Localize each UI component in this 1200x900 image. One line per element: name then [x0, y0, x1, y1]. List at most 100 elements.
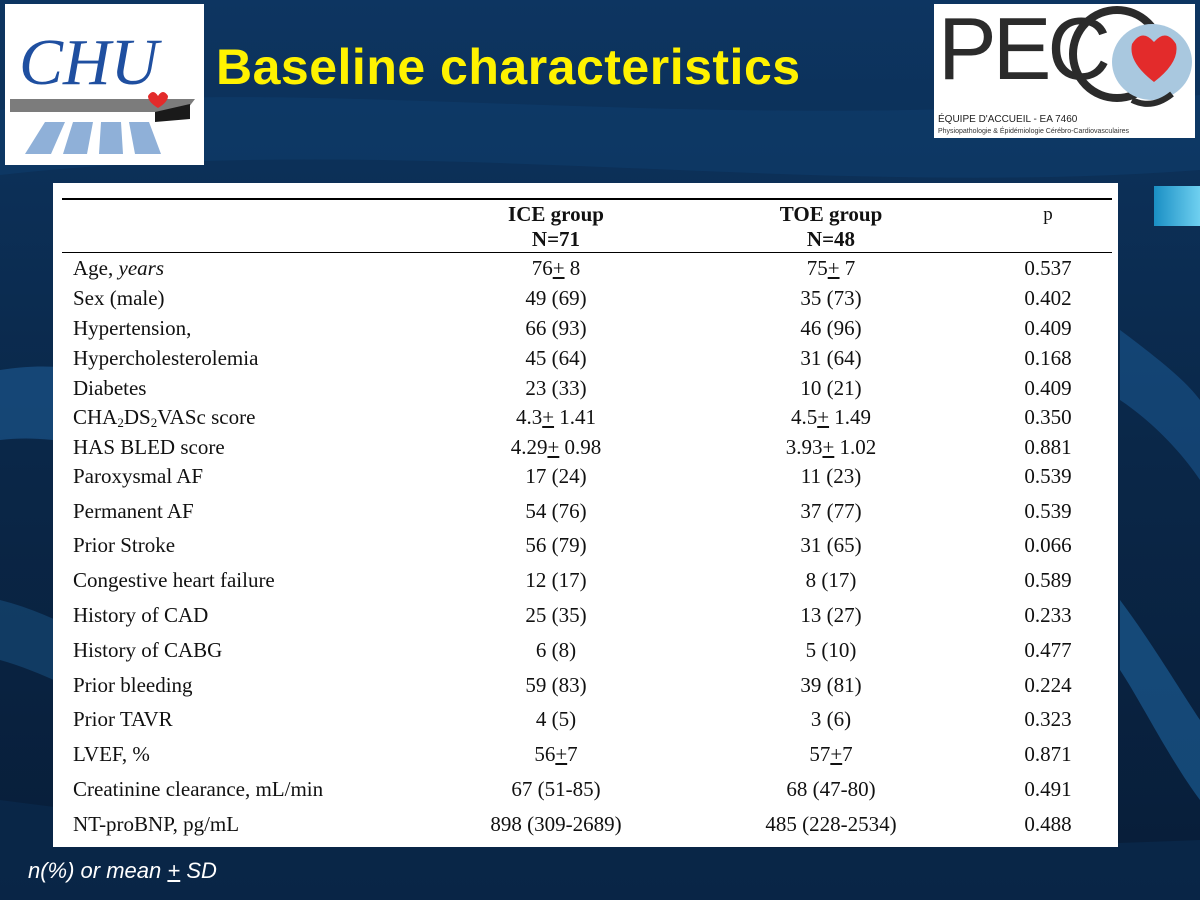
ice-value-text: 59 (83) — [525, 673, 587, 697]
ice-value: 54 (76) — [451, 499, 661, 524]
p-value: 0.871 — [993, 742, 1103, 767]
p-value-text: 0.409 — [1024, 376, 1072, 400]
toe-mean: 75 — [806, 256, 828, 280]
pec-logo-subtitle-2: Physiopathologie & Épidémiologie Cérébro… — [938, 128, 1130, 135]
p-value: 0.350 — [993, 405, 1103, 430]
row-label: Hypercholesterolemia — [73, 346, 258, 371]
p-value-text: 0.539 — [1024, 499, 1072, 523]
ice-sd: 7 — [567, 742, 578, 766]
p-value-text: 0.233 — [1024, 603, 1072, 627]
p-value: 0.539 — [993, 464, 1103, 489]
row-label-text: Creatinine clearance, mL/min — [73, 777, 324, 801]
row-label: Age, years — [73, 256, 164, 281]
toe-plusminus: + — [830, 742, 843, 766]
p-value: 0.066 — [993, 533, 1103, 558]
ice-value: 4 (5) — [451, 707, 661, 732]
row-label: HAS BLED score — [73, 435, 225, 460]
p-value: 0.477 — [993, 638, 1103, 663]
ice-plusminus: + — [547, 435, 560, 459]
ice-value: 898 (309-2689) — [451, 812, 661, 837]
ice-value: 12 (17) — [451, 568, 661, 593]
row-label: Prior bleeding — [73, 673, 193, 698]
ice-value: 49 (69) — [451, 286, 661, 311]
ice-mean: 56 — [534, 742, 556, 766]
toe-plusminus: + — [817, 405, 830, 429]
toe-plusminus: + — [822, 435, 835, 459]
table-row: Diabetes 23 (33) 10 (21) 0.409 — [53, 376, 1118, 406]
toe-value-text: 37 (77) — [800, 499, 862, 523]
toe-value-text: 31 (64) — [800, 346, 862, 370]
chu-logo-text: CHU — [19, 26, 163, 99]
heart-speech-icon — [1069, 6, 1192, 107]
row-label: Creatinine clearance, mL/min — [73, 777, 323, 802]
toe-sd: 1.02 — [834, 435, 877, 459]
ice-value-text: 56 (79) — [525, 533, 587, 557]
row-label: NT-proBNP, pg/mL — [73, 812, 239, 837]
toe-mean: 4.5 — [790, 405, 818, 429]
toe-value: 35 (73) — [726, 286, 936, 311]
ice-value: 25 (35) — [451, 603, 661, 628]
toe-value: 68 (47-80) — [726, 777, 936, 802]
toe-value-text: 8 (17) — [805, 568, 857, 592]
ice-value: 59 (83) — [451, 673, 661, 698]
ice-sd: 1.41 — [554, 405, 597, 429]
ice-value-text: 49 (69) — [525, 286, 587, 310]
row-label-subscript: 2 — [117, 415, 124, 430]
row-label-text: Paroxysmal AF — [73, 464, 204, 488]
toe-value: 46 (96) — [726, 316, 936, 341]
table-row: LVEF, % 56+7 57+7 0.871 — [53, 742, 1118, 772]
slide-title: Baseline characteristics — [216, 39, 801, 95]
p-value: 0.539 — [993, 499, 1103, 524]
p-value: 0.881 — [993, 435, 1103, 460]
p-value-text: 0.589 — [1024, 568, 1072, 592]
header-ice-name: ICE group — [508, 202, 604, 226]
table-row: Paroxysmal AF 17 (24) 11 (23) 0.539 — [53, 464, 1118, 494]
ice-value-text: 6 (8) — [535, 638, 577, 662]
ice-mean: 4.29 — [510, 435, 548, 459]
p-value-text: 0.537 — [1024, 256, 1072, 280]
ice-value-text: 54 (76) — [525, 499, 587, 523]
footnote: n(%) or mean + SD — [28, 858, 217, 884]
toe-value: 3 (6) — [726, 707, 936, 732]
row-label-text: Congestive heart failure — [73, 568, 275, 592]
ice-value: 76+ 8 — [451, 256, 661, 281]
p-value-text: 0.488 — [1024, 812, 1072, 836]
header-toe: TOE group N=48 — [726, 202, 936, 252]
ice-value-text: 23 (33) — [525, 376, 587, 400]
toe-value: 11 (23) — [726, 464, 936, 489]
table-row: Hypertension, 66 (93) 46 (96) 0.409 — [53, 316, 1118, 346]
toe-sd: 7 — [842, 742, 853, 766]
row-label-text: Prior bleeding — [73, 673, 193, 697]
footnote-text: n(%) or mean + SD — [28, 858, 217, 883]
p-value-text: 0.224 — [1024, 673, 1072, 697]
row-label: Diabetes — [73, 376, 146, 401]
toe-sd: 7 — [839, 256, 856, 280]
row-label-subscript: 2 — [150, 415, 158, 430]
toe-value: 75+ 7 — [726, 256, 936, 281]
p-value: 0.409 — [993, 376, 1103, 401]
ice-value: 66 (93) — [451, 316, 661, 341]
table-row: Prior bleeding 59 (83) 39 (81) 0.224 — [53, 673, 1118, 703]
toe-value: 37 (77) — [726, 499, 936, 524]
p-value-text: 0.491 — [1024, 777, 1072, 801]
row-label-italic: years — [118, 256, 165, 280]
p-value: 0.488 — [993, 812, 1103, 837]
table-row: Sex (male) 49 (69) 35 (73) 0.402 — [53, 286, 1118, 316]
p-value-text: 0.881 — [1024, 435, 1072, 459]
p-value: 0.537 — [993, 256, 1103, 281]
table-row: Congestive heart failure 12 (17) 8 (17) 0.5… — [53, 568, 1118, 598]
toe-mean: 3.93 — [785, 435, 823, 459]
row-label-text: Permanent AF — [73, 499, 194, 523]
ice-value: 17 (24) — [451, 464, 661, 489]
p-value: 0.409 — [993, 316, 1103, 341]
ice-value-text: 12 (17) — [525, 568, 587, 592]
row-label-text: NT-proBNP, pg/mL — [73, 812, 240, 836]
toe-value: 8 (17) — [726, 568, 936, 593]
row-label: CHA2DS2VASc score — [73, 405, 255, 431]
toe-value-text: 10 (21) — [800, 376, 862, 400]
pec2-logo: PEC ÉQUIPE D'ACCUEIL - EA 7460 Physiopat… — [934, 4, 1195, 138]
table-row: Creatinine clearance, mL/min 67 (51-85) 68… — [53, 777, 1118, 807]
ice-value: 4.3+ 1.41 — [451, 405, 661, 430]
row-label-text: Prior TAVR — [73, 707, 173, 731]
table-row: Age, years 76+ 8 75+ 7 0.537 — [53, 256, 1118, 286]
